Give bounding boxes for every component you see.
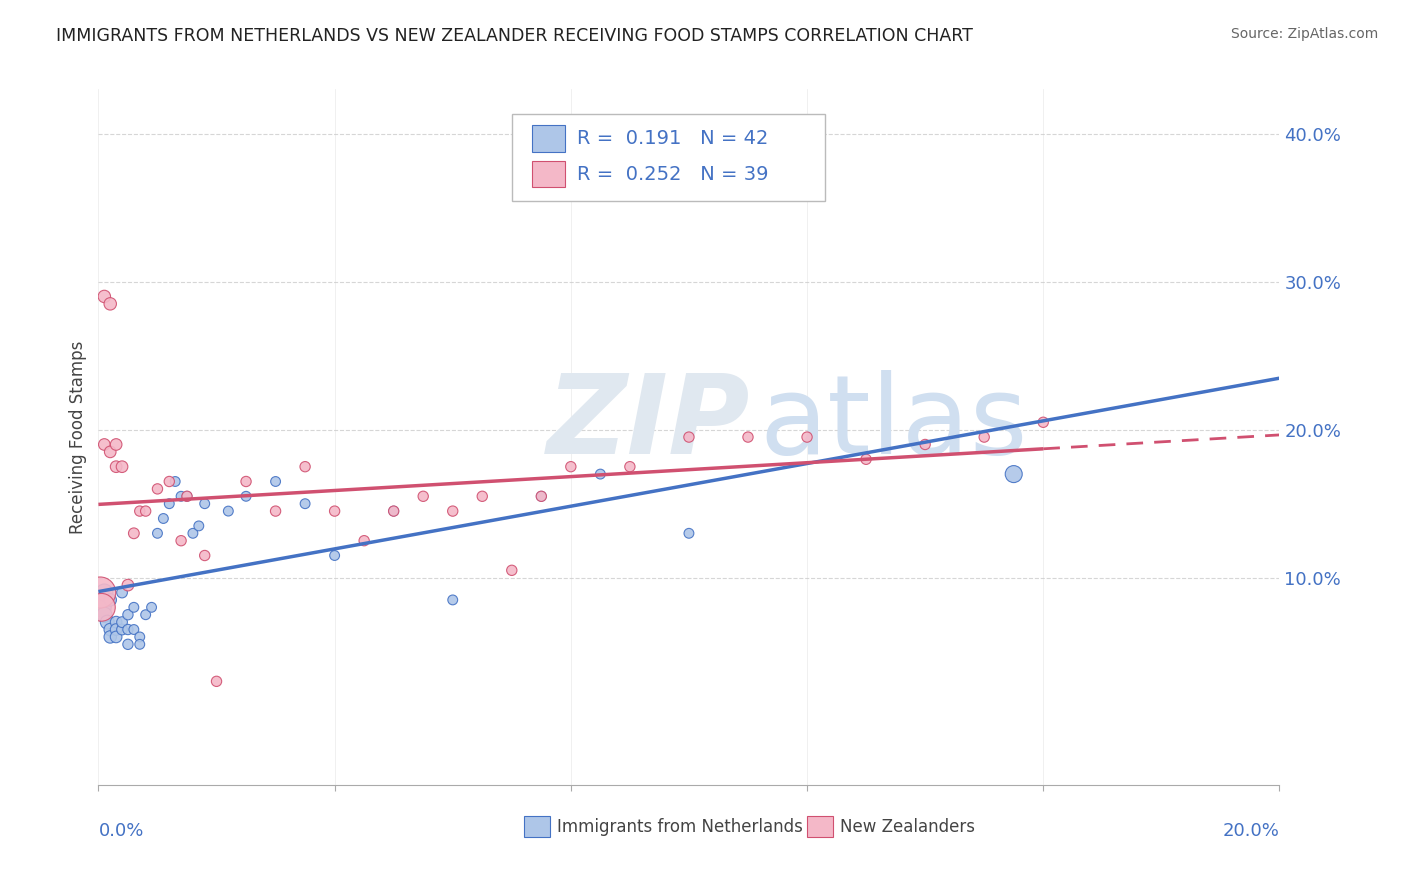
Point: [187, 519, 209, 533]
Point: [530, 489, 553, 503]
Text: 0.0%: 0.0%: [98, 822, 143, 840]
Point: [135, 504, 157, 518]
Point: [128, 504, 150, 518]
Point: [589, 467, 612, 481]
Point: [264, 475, 287, 489]
Point: [105, 437, 128, 451]
Point: [98, 297, 121, 311]
Point: [1032, 415, 1054, 429]
Point: [93, 607, 115, 622]
Point: [973, 430, 995, 444]
Point: [678, 526, 700, 541]
Text: R =  0.252   N = 39: R = 0.252 N = 39: [576, 165, 768, 184]
Point: [165, 475, 187, 489]
Point: [157, 497, 180, 511]
Point: [146, 526, 169, 541]
Point: [441, 504, 464, 518]
Point: [122, 526, 145, 541]
Point: [194, 549, 217, 563]
Point: [323, 549, 346, 563]
Point: [117, 623, 139, 637]
Point: [737, 430, 759, 444]
Point: [117, 578, 139, 592]
Point: [98, 630, 121, 644]
Point: [382, 504, 405, 518]
Point: [105, 623, 128, 637]
Point: [111, 623, 134, 637]
Point: [111, 459, 134, 474]
Point: [117, 637, 139, 651]
Point: [264, 504, 287, 518]
Point: [90, 600, 112, 615]
Point: [111, 585, 134, 599]
Point: [117, 607, 139, 622]
Point: [501, 563, 523, 577]
Point: [122, 600, 145, 615]
Point: [855, 452, 877, 467]
Point: [105, 459, 128, 474]
Point: [235, 475, 257, 489]
Point: [530, 489, 553, 503]
Point: [560, 459, 582, 474]
Text: 20.0%: 20.0%: [1223, 822, 1279, 840]
Point: [235, 489, 257, 503]
Point: [294, 497, 316, 511]
Point: [914, 437, 936, 451]
Text: R =  0.191   N = 42: R = 0.191 N = 42: [576, 129, 768, 148]
Point: [205, 674, 228, 689]
Point: [294, 459, 316, 474]
Bar: [531, 126, 565, 152]
Point: [382, 504, 405, 518]
Point: [157, 475, 180, 489]
Point: [105, 630, 128, 644]
Point: [796, 430, 818, 444]
Point: [170, 489, 193, 503]
Point: [111, 615, 134, 629]
Point: [90, 600, 112, 615]
Point: [471, 489, 494, 503]
Point: [678, 430, 700, 444]
Text: IMMIGRANTS FROM NETHERLANDS VS NEW ZEALANDER RECEIVING FOOD STAMPS CORRELATION C: IMMIGRANTS FROM NETHERLANDS VS NEW ZEALA…: [56, 27, 973, 45]
Text: New Zealanders: New Zealanders: [841, 818, 976, 836]
Point: [93, 585, 115, 599]
Bar: [807, 816, 832, 837]
Point: [353, 533, 375, 548]
Point: [176, 489, 198, 503]
Point: [181, 526, 204, 541]
Point: [96, 615, 118, 629]
Text: Immigrants from Netherlands: Immigrants from Netherlands: [557, 818, 803, 836]
Bar: [523, 816, 550, 837]
Point: [441, 593, 464, 607]
Point: [217, 504, 239, 518]
Point: [128, 637, 150, 651]
Point: [135, 607, 157, 622]
Point: [152, 511, 174, 525]
Point: [619, 459, 641, 474]
FancyBboxPatch shape: [512, 113, 825, 201]
Point: [128, 630, 150, 644]
Point: [98, 623, 121, 637]
Bar: [531, 161, 565, 187]
Point: [1002, 467, 1025, 481]
Y-axis label: Receiving Food Stamps: Receiving Food Stamps: [69, 341, 87, 533]
Point: [194, 497, 217, 511]
Point: [141, 600, 163, 615]
Point: [146, 482, 169, 496]
Point: [105, 615, 128, 629]
Text: Source: ZipAtlas.com: Source: ZipAtlas.com: [1230, 27, 1378, 41]
Point: [93, 437, 115, 451]
Point: [122, 623, 145, 637]
Point: [93, 289, 115, 303]
Point: [176, 489, 198, 503]
Text: ZIP: ZIP: [547, 369, 751, 476]
Point: [98, 445, 121, 459]
Point: [412, 489, 434, 503]
Point: [323, 504, 346, 518]
Text: atlas: atlas: [759, 369, 1028, 476]
Point: [170, 533, 193, 548]
Point: [89, 585, 111, 599]
Point: [98, 593, 121, 607]
